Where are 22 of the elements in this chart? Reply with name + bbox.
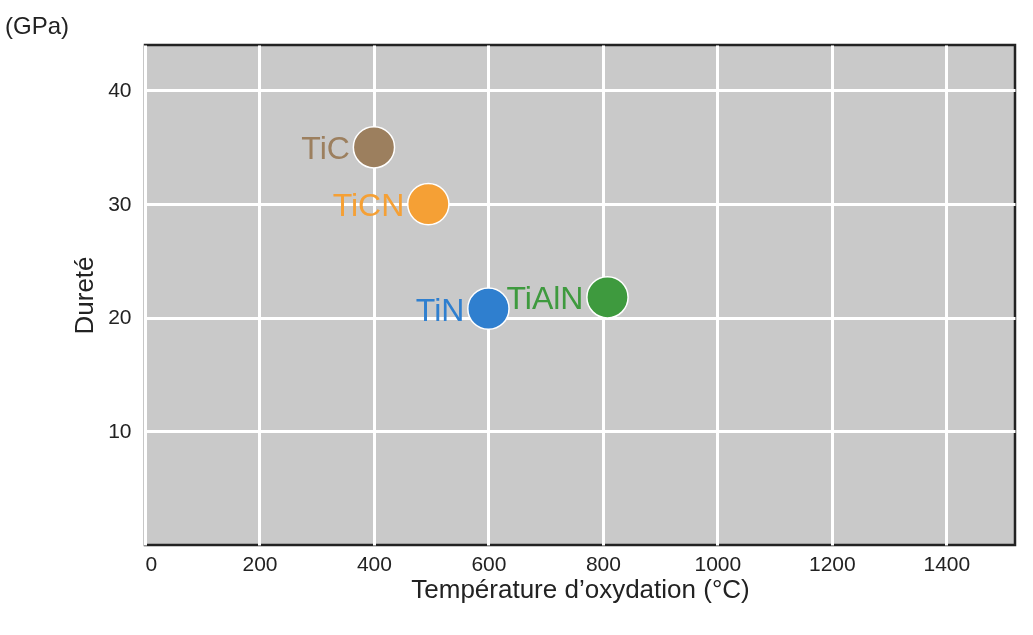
series-label: TiAlN — [506, 280, 584, 317]
text: (GPa) — [5, 12, 70, 39]
y-tick-label: 40 — [108, 77, 132, 101]
y-tick-label: 20 — [108, 305, 132, 329]
x-tick-label: 1400 — [923, 551, 971, 575]
x-tick-label: 0 — [145, 551, 158, 575]
x-tick-label: 400 — [356, 551, 392, 575]
series-label: TiCN — [332, 187, 405, 224]
point — [406, 182, 450, 226]
point — [352, 125, 396, 169]
x-tick-label: 200 — [242, 551, 278, 575]
y-tick-label: 10 — [108, 418, 132, 442]
x-tick-label: 800 — [585, 551, 621, 575]
series-label: TiN — [415, 291, 465, 328]
x-tick-label: 1000 — [694, 551, 742, 575]
y-tick-label: 30 — [108, 191, 132, 215]
x-tick-label: 1200 — [808, 551, 856, 575]
x-axis-title: Température d’oxydation (°C) — [411, 573, 750, 604]
point — [586, 275, 629, 319]
x-tick-label: 600 — [471, 551, 507, 575]
series-label: TiC — [301, 130, 350, 167]
y-axis-title: Dureté — [69, 256, 100, 335]
